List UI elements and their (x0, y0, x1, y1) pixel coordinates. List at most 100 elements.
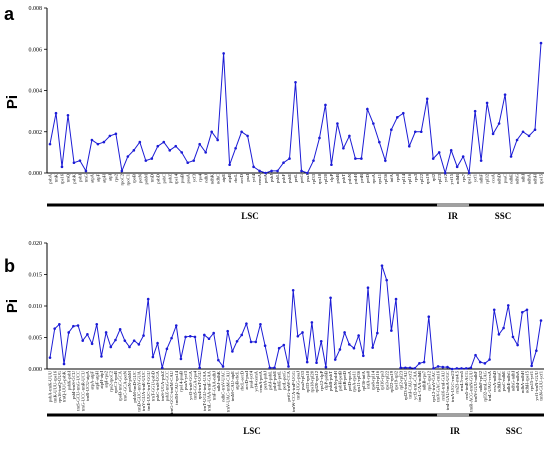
panel-b-data-point (455, 367, 459, 370)
panel-b-x-tick-label: trnE-UUC-trnT-GGU (146, 370, 151, 410)
panel-b-data-point (291, 288, 295, 292)
panel-b-data-point (226, 329, 229, 333)
panel-b-x-tick-label: trnW-CCA-trnP-UGG (291, 370, 296, 412)
panel-a-data-point (108, 134, 112, 138)
panel-a-data-point (372, 122, 375, 125)
panel-b-data-point (273, 366, 276, 370)
panel-a-x-tick-label: accD (239, 173, 244, 183)
panel-b-data-point (502, 326, 505, 330)
panel-a-data-point (455, 165, 459, 169)
panel-a-x-tick-label: psbF (281, 174, 286, 183)
panel-b-x-tick-label: atpA-atpF (90, 371, 95, 390)
panel-a-x-tick-label: cemA (257, 173, 262, 185)
panel-b-x-tick-label: trnC-GCA-petN (122, 370, 127, 401)
panel-a-data-point (282, 161, 285, 164)
panel-b-data-point (165, 347, 169, 351)
panel-b-x-tick-label: trnY-GUA-trnE-UUC (141, 371, 146, 411)
panel-b-x-tick-label: psbA-trnK-UUU (48, 370, 53, 402)
panel-a-data-point (384, 159, 387, 162)
panel-a-data-point (156, 144, 160, 148)
panel-b-data-point (464, 367, 468, 370)
panel-a-region-label-lsc: LSC (241, 211, 259, 221)
panel-b-data-point (151, 355, 155, 359)
panel-b-data-point (188, 334, 192, 338)
panel-a-x-tick-label: psbI (78, 174, 83, 182)
panel-b-data-point (376, 331, 379, 335)
panel-b-data-point (212, 331, 215, 335)
panel-b-data-point (450, 367, 454, 371)
panel-a-data-point (126, 155, 130, 158)
panel-a-y-tick-label: 0.008 (29, 6, 43, 12)
panel-b-data-point (81, 339, 85, 342)
panel-b-x-tick-label: psaI-ycf4 (249, 370, 254, 388)
panel-b-x-tick-label: rpoC1-rpoB (113, 371, 118, 393)
panel-a-x-tick-label: ycf4 (251, 173, 256, 182)
panel-a-x-tick-label: rpl2 (431, 173, 436, 181)
panel-a-x-tick-label: psaC (503, 174, 508, 183)
panel-a-data-point (54, 111, 58, 115)
panel-a-data-point (503, 93, 507, 96)
panel-b-data-point (277, 346, 281, 350)
panel-b-x-tick-label: trnR-UCU-atpA (85, 370, 90, 401)
panel-b-data-point (338, 348, 342, 351)
panel-a-x-tick-label: atpH (101, 173, 106, 183)
panel-b-x-tick-label: rps2-rpoC2 (108, 370, 113, 392)
panel-b-x-tick-label: trnV-GAC-rrn16 (436, 370, 441, 401)
panel-b-x-tick-label: psbH-petB (338, 371, 343, 391)
panel-a-data-point (192, 159, 196, 162)
panel-a-x-tick-label: rps11 (377, 173, 382, 184)
panel-b-y-tick-label: 0.015 (29, 273, 43, 279)
panel-a-x-tick-label: ycf15 (449, 173, 454, 184)
panel-a-data-point (180, 151, 184, 154)
panel-b-x-tick-label: trnG-UCC-trnR-UCU (80, 370, 85, 411)
panel-a-x-tick-label: ndhK (209, 173, 214, 184)
panel-a-data-point (132, 149, 136, 152)
panel-b-x-tick-label: trnS-UGA-psbZ (160, 371, 165, 401)
panel-a-data-point (449, 149, 453, 152)
panel-b-data-point (132, 339, 136, 342)
panel-a-x-tick-label: psbJ (269, 174, 274, 182)
panel-b-x-tick-label: trnA-UGC-rrn23 (450, 370, 455, 402)
panel-a-data-point (306, 171, 309, 175)
panel-b-data-point (352, 346, 356, 350)
panel-a-x-tick-label: rpl33 (311, 173, 316, 183)
panel-a-x-tick-label: trnG (84, 173, 89, 182)
panel-b-x-tick-label: rps11-rpl36 (356, 370, 361, 392)
panel-a-x-tick-label: rpoB (131, 174, 136, 183)
panel-a-data-point (186, 161, 190, 164)
panel-b-data-point (282, 343, 286, 347)
panel-a-x-tick-label: rpoA (371, 173, 376, 183)
panel-b-x-tick-label: rpl14-rpl16 (375, 370, 380, 392)
panel-b-data-point (296, 334, 300, 338)
panel-b-x-tick-label: petN-psbM (127, 371, 132, 392)
panel-b-data-point (95, 322, 99, 326)
panel-b-data-point (268, 366, 272, 370)
panel-a-x-tick-label: trnQ (66, 173, 71, 182)
panel-b-x-tick-label: rpl23-trnI-CAU (403, 370, 408, 400)
panel-b-data-point (174, 324, 178, 327)
panel-b-data-point (436, 365, 440, 368)
panel-a-x-tick-label: rps4 (197, 173, 202, 182)
panel-b-x-tick-label: rps7-rps12 (426, 370, 431, 390)
panel-b-x-tick-label: ndhJ-ndhK (216, 370, 221, 391)
panel-a-y-tick-label: 0.002 (29, 130, 43, 136)
panel-a-x-tick-label: rpl36 (383, 173, 388, 183)
panel-b-data-point (179, 357, 183, 361)
panel-b-data-point (362, 354, 365, 358)
panel-b-x-tick-label: rps16-trnQ-UUG (57, 370, 62, 402)
panel-b-x-tick-label: trnL-UAG-ccsA (487, 370, 492, 401)
panel-b-data-point (109, 345, 113, 349)
panel-a-x-tick-label: trnD (149, 173, 154, 182)
panel-b-x-tick-label: psbJ-psbL (267, 371, 272, 390)
panel-a-x-tick-label: ndhB (455, 174, 460, 184)
panel-b-x-tick-label: ycf4-cemA (253, 370, 258, 391)
panel-b-x-tick-label: psaC-ndhE (501, 371, 506, 392)
panel-a-x-tick-label: psaA (185, 173, 190, 183)
panel-b-data-point (347, 343, 351, 346)
panel-a-data-point (72, 161, 76, 164)
panel-a-x-tick-label: atpE (221, 174, 226, 183)
panel-b-x-tick-label: psbM-trnD-GUC (132, 371, 137, 403)
panel-b-x-tick-label: trnI-CAU-ycf2 (408, 370, 413, 398)
panel-a-region-label-ir: IR (448, 211, 459, 221)
panel-b-x-tick-label: trnM-CAU-atpE (230, 371, 235, 402)
